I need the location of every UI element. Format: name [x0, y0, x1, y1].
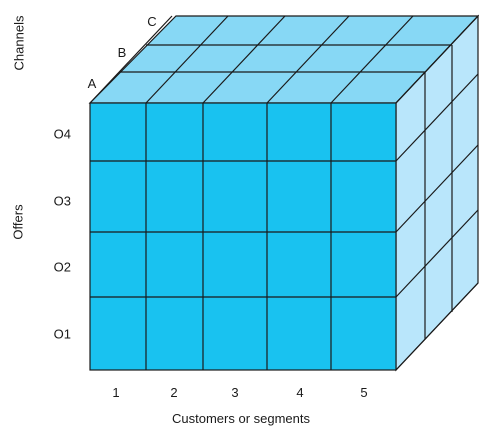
- offers-axis-label: Offers: [10, 204, 25, 240]
- side-depth-line: [395, 73, 479, 162]
- customer-label-2: 2: [170, 385, 177, 400]
- offer-label-o1: O1: [54, 326, 71, 341]
- offer-label-o4: O4: [54, 126, 71, 141]
- customer-label-1: 1: [112, 385, 119, 400]
- offer-label-o2: O2: [54, 259, 71, 274]
- top-depth-line: [202, 15, 286, 104]
- customer-label-5: 5: [360, 385, 367, 400]
- offer-label-o3: O3: [54, 193, 71, 208]
- channels-axis-label: Channels: [11, 15, 26, 70]
- side-depth-line: [395, 209, 479, 298]
- cube-grid-lines: [89, 15, 479, 371]
- top-depth-line: [330, 15, 414, 104]
- side-depth-line: [395, 282, 479, 371]
- customer-label-4: 4: [296, 385, 303, 400]
- top-depth-line: [89, 15, 173, 104]
- top-depth-line: [145, 15, 229, 104]
- cube-front-face: [89, 102, 397, 371]
- channel-label-b: B: [118, 45, 127, 60]
- customer-label-3: 3: [231, 385, 238, 400]
- channel-label-a: A: [88, 76, 97, 91]
- customers-axis-label: Customers or segments: [172, 411, 310, 426]
- side-depth-line: [395, 15, 479, 104]
- top-depth-line: [266, 15, 350, 104]
- side-depth-line: [395, 144, 479, 233]
- channel-label-c: C: [147, 14, 156, 29]
